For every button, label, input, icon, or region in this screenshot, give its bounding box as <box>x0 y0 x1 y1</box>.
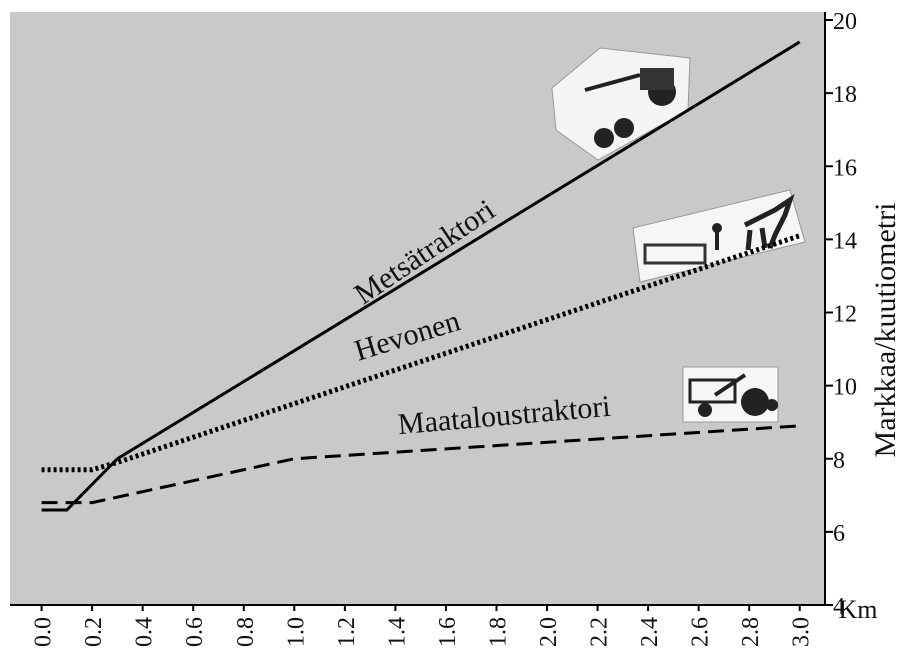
icon-horse <box>632 189 806 283</box>
y-tick-label: 6 <box>833 521 845 547</box>
x-tick-label: 2.6 <box>688 617 714 647</box>
x-tick-label: 2.0 <box>536 617 562 647</box>
y-tick-label: 18 <box>833 82 857 108</box>
x-tick-label: 3.0 <box>789 617 815 647</box>
series-line <box>41 40 801 512</box>
y-tick-label: 14 <box>833 228 857 254</box>
x-tick-label: 0.2 <box>81 617 107 647</box>
x-tick-label: 2.8 <box>738 617 764 647</box>
y-tick-label: 4 <box>833 594 845 620</box>
x-tick-label: 0.4 <box>132 617 158 647</box>
series-line <box>41 424 800 505</box>
x-tick-label: 1.2 <box>334 617 360 647</box>
y-tick-label: 8 <box>833 448 845 474</box>
x-tick-label: 1.8 <box>485 617 511 647</box>
y-tick-label: 20 <box>833 9 857 35</box>
x-tick-label: 2.4 <box>637 617 663 647</box>
x-tick-label: 2.2 <box>587 617 613 647</box>
x-tick-label: 1.4 <box>384 617 410 647</box>
series-line <box>41 233 801 473</box>
y-axis-label: Markkaa/kuutiometri <box>869 203 902 458</box>
icon-forest-tractor <box>551 47 691 161</box>
icon-farm-tractor <box>682 366 779 423</box>
x-axis-label: Km <box>839 595 878 624</box>
x-tick-label: 0.0 <box>31 617 57 647</box>
y-tick-label: 16 <box>833 155 857 181</box>
y-tick-label: 12 <box>833 302 857 328</box>
y-tick-label: 10 <box>833 375 857 401</box>
x-tick-label: 0.6 <box>182 617 208 647</box>
x-tick-label: 0.8 <box>233 617 259 647</box>
x-tick-label: 1.0 <box>283 617 309 647</box>
x-tick-label: 1.6 <box>435 617 461 647</box>
